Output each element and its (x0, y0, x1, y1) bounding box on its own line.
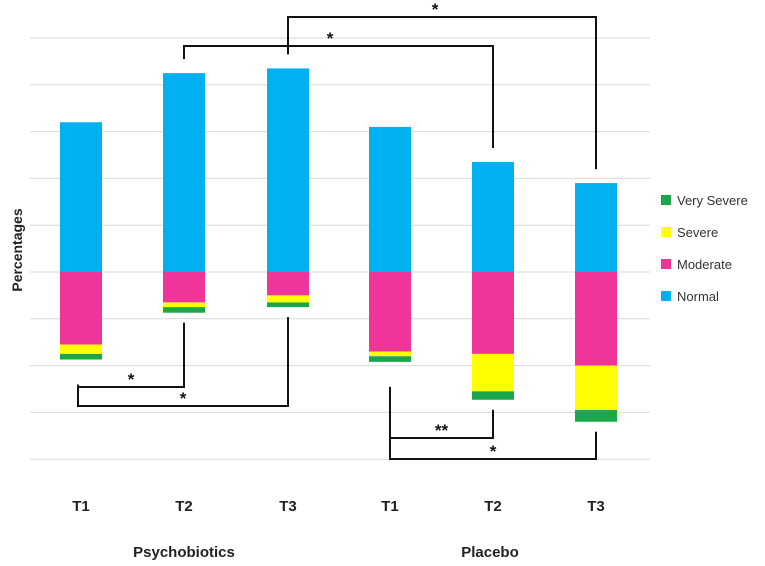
bar-segment-very-severe (369, 356, 411, 362)
x-tick-label: T2 (175, 498, 193, 515)
bar-segment-severe (472, 353, 514, 392)
x-tick-label: T1 (72, 498, 90, 515)
significance-bracket (287, 16, 597, 170)
bar-segment-very-severe (575, 410, 617, 422)
legend-swatch (661, 227, 671, 237)
x-tick-label: T3 (587, 498, 605, 515)
bar-segment-moderate (60, 272, 102, 345)
y-axis-label: Percentages (9, 208, 25, 291)
significance-label: * (180, 389, 187, 408)
bar-segment-normal (60, 122, 102, 273)
bar-segment-severe (267, 295, 309, 303)
bar-segment-moderate (267, 272, 309, 296)
legend-label: Moderate (677, 257, 732, 272)
x-tick-label: T2 (484, 498, 502, 515)
group-label-psychobiotics: Psychobiotics (133, 544, 235, 561)
bar-segment-severe (60, 344, 102, 354)
significance-label: * (327, 29, 334, 48)
significance-label: * (490, 442, 497, 461)
bar-segment-normal (369, 126, 411, 272)
significance-label: ** (435, 421, 449, 440)
significance-bracket (183, 45, 494, 149)
bars (60, 68, 617, 422)
bar-segment-very-severe (267, 302, 309, 308)
bar-segment-very-severe (163, 307, 205, 313)
x-tick-label: T3 (279, 498, 297, 515)
bar-segment-severe (369, 351, 411, 357)
legend: Very Severe Severe Moderate Normal (661, 193, 748, 304)
bar-segment-moderate (472, 272, 514, 354)
legend-swatch (661, 259, 671, 269)
bar-segment-normal (163, 73, 205, 272)
significance-brackets: ******* (77, 0, 597, 461)
bar-segment-severe (575, 365, 617, 411)
bar-segment-moderate (163, 272, 205, 303)
significance-label: * (432, 0, 439, 19)
bar-segment-moderate (369, 272, 411, 352)
legend-label: Severe (677, 225, 718, 240)
bar-segment-very-severe (60, 353, 102, 360)
bar-segment-very-severe (472, 391, 514, 400)
bar-segment-normal (575, 183, 617, 272)
significance-label: * (128, 370, 135, 389)
legend-swatch (661, 195, 671, 205)
x-tick-labels: T1 T2 T3 T1 T2 T3 (72, 498, 605, 515)
significance-bracket (389, 386, 597, 460)
group-label-placebo: Placebo (461, 544, 519, 561)
x-tick-label: T1 (381, 498, 399, 515)
legend-label: Normal (677, 289, 719, 304)
bar-segment-normal (267, 68, 309, 272)
gridlines (30, 37, 650, 460)
significance-bracket (77, 317, 289, 407)
bar-segment-moderate (575, 272, 617, 366)
legend-swatch (661, 291, 671, 301)
bar-segment-severe (163, 302, 205, 308)
legend-label: Very Severe (677, 193, 748, 208)
bar-segment-normal (472, 162, 514, 272)
